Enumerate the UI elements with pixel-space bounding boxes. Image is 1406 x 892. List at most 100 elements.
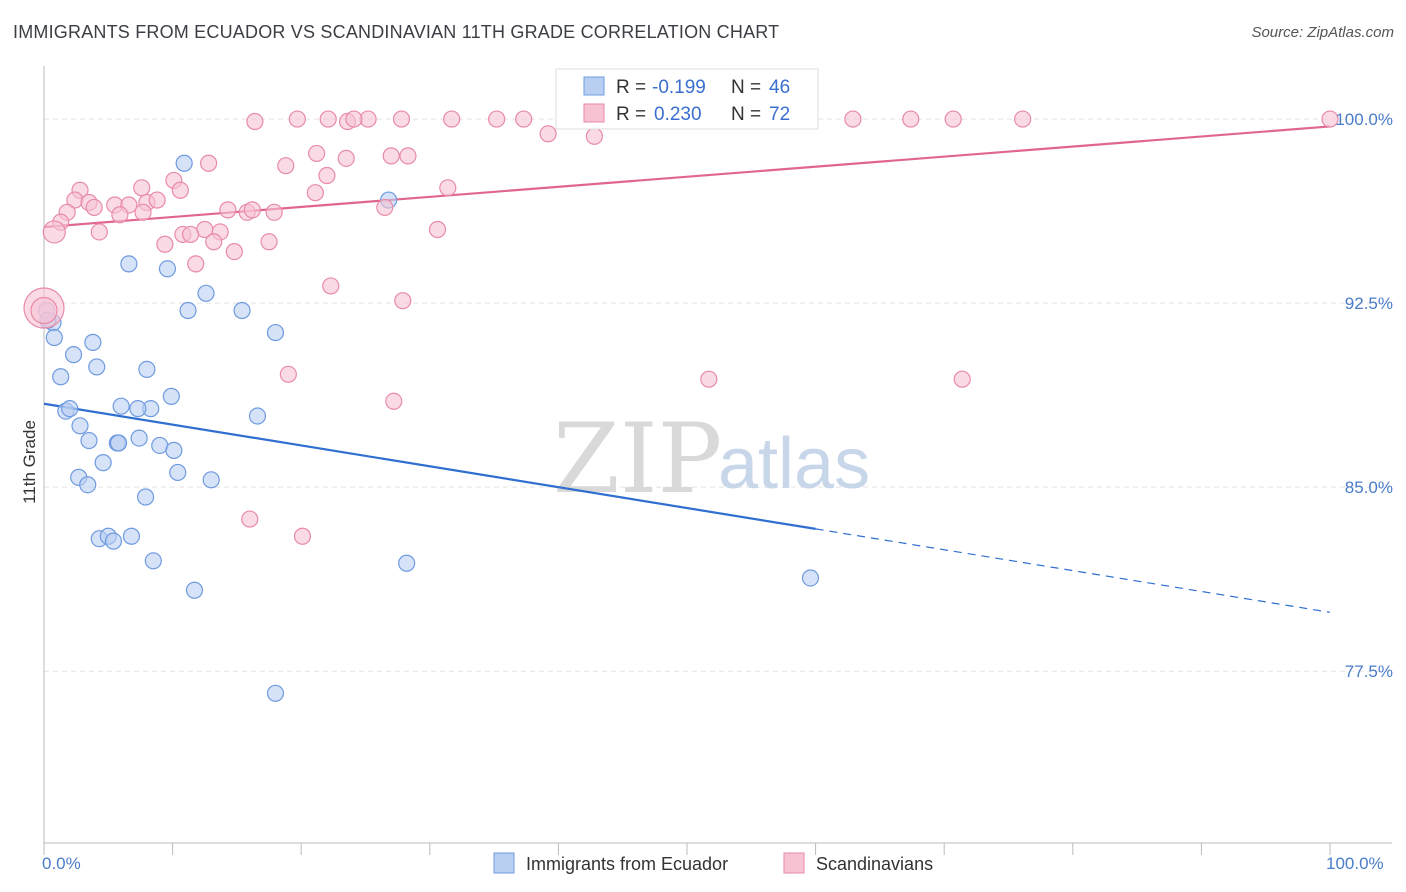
point-scandinavians-56	[205, 233, 223, 251]
point-ecuador-39	[233, 301, 251, 320]
point-ecuador-29	[801, 569, 820, 587]
point-ecuador-38	[179, 301, 197, 320]
series-legend-ecuador: Immigrants from Ecuador	[526, 854, 728, 874]
trend-line-scandinavians	[43, 125, 1331, 229]
point-scandinavians-63	[428, 220, 447, 239]
legend-n-value-1: 46	[769, 77, 790, 98]
point-ecuador-8	[61, 400, 79, 418]
point-scandinavians-69	[293, 527, 312, 545]
point-scandinavians-23	[308, 144, 326, 163]
x-tick-right: 100.0%	[1326, 854, 1384, 873]
point-ecuador-41	[120, 255, 138, 273]
point-ecuador-19	[169, 463, 187, 482]
point-scandinavians-67	[953, 370, 971, 388]
chart-source: Source: ZipAtlas.com	[1251, 24, 1394, 41]
point-ecuador-24	[104, 532, 123, 550]
data-points	[23, 110, 1339, 702]
series-legend: Immigrants from Ecuador Scandinavians	[493, 852, 933, 874]
x-tick-left: 0.0%	[42, 854, 81, 873]
point-ecuador-3	[52, 368, 70, 386]
point-scandinavians-9	[345, 110, 363, 128]
point-ecuador-31	[112, 397, 130, 415]
point-scandinavians-16	[944, 110, 962, 128]
y-tick-label-2: 85.0%	[1345, 478, 1393, 497]
watermark-atlas: atlas	[718, 424, 870, 504]
point-scandinavians-44	[219, 201, 237, 219]
trend-line-ecuador-extension	[815, 528, 1331, 613]
point-scandinavians-46	[243, 201, 261, 219]
point-scandinavians-19	[539, 125, 557, 143]
y-tick-label-3: 77.5%	[1345, 662, 1393, 681]
y-tick-label-1: 92.5%	[1345, 294, 1393, 313]
point-ecuador-10	[80, 431, 98, 450]
point-ecuador-43	[175, 154, 193, 172]
point-scandinavians-59	[225, 242, 243, 261]
point-scandinavians-60	[187, 255, 205, 273]
legend-swatch-blue	[583, 76, 605, 96]
point-scandinavians-64	[279, 365, 297, 383]
legend-n-label-2: N =	[731, 104, 761, 125]
point-ecuador-18	[79, 476, 97, 494]
legend-r-value-2: 0.230	[654, 104, 702, 125]
point-scandinavians-58	[156, 235, 174, 253]
point-scandinavians-57	[260, 233, 278, 251]
point-ecuador-5	[84, 333, 102, 351]
point-scandinavians-22	[399, 147, 417, 165]
point-scandinavians-24	[337, 149, 355, 167]
point-scandinavians-42	[111, 206, 129, 224]
legend-r-value-1: -0.199	[652, 77, 706, 98]
point-ecuador-15	[165, 441, 183, 459]
chart-title: IMMIGRANTS FROM ECUADOR VS SCANDINAVIAN …	[13, 22, 780, 42]
point-ecuador-25	[122, 527, 141, 545]
y-axis-label: 11th Grade	[20, 420, 39, 504]
point-scandinavians-2	[319, 110, 337, 128]
legend-n-value-2: 72	[769, 104, 790, 125]
point-scandinavians-47	[265, 203, 283, 221]
point-ecuador-13	[130, 429, 148, 447]
point-ecuador-4	[64, 346, 83, 364]
point-scandinavians-21	[382, 147, 400, 165]
point-scandinavians-62	[394, 292, 412, 310]
series-legend-scandinavians: Scandinavians	[816, 854, 933, 874]
point-scandinavians-29	[133, 179, 151, 197]
point-ecuador-40	[197, 284, 215, 302]
series-legend-swatch-ecuador	[493, 852, 515, 874]
point-scandinavians-31	[306, 184, 324, 202]
series-legend-swatch-scandinavians	[783, 852, 805, 874]
gridlines	[44, 118, 1392, 672]
point-ecuador-12	[109, 434, 128, 452]
point-ecuador-9	[71, 417, 89, 435]
point-scandinavians-0	[246, 112, 264, 131]
trend-lines	[43, 125, 1331, 613]
point-scandinavians-65	[385, 392, 403, 410]
y-tick-label-0: 100.0%	[1335, 110, 1393, 129]
point-ecuador-36	[138, 360, 156, 378]
point-scandinavians-61	[322, 277, 340, 295]
point-scandinavians-4	[392, 110, 411, 128]
point-scandinavians-50	[42, 220, 66, 244]
legend-swatch-pink	[583, 103, 605, 123]
point-scandinavians-6	[488, 110, 506, 128]
point-ecuador-37	[266, 323, 285, 342]
point-ecuador-2	[45, 328, 63, 347]
point-ecuador-16	[94, 454, 112, 472]
watermark-zip: ZIP	[553, 403, 722, 515]
point-scandinavians-1	[288, 110, 306, 128]
point-scandinavians-18	[1321, 110, 1339, 128]
legend-r-label-2: R =	[616, 104, 646, 125]
point-ecuador-30	[266, 684, 285, 702]
legend-r-label-1: R =	[616, 77, 646, 98]
point-scandinavians-40	[148, 191, 166, 209]
point-scandinavians-27	[318, 166, 336, 185]
point-scandinavians-43	[134, 203, 152, 221]
point-scandinavians-5	[443, 110, 461, 128]
point-ecuador-26	[144, 552, 162, 570]
legend-n-label-1: N =	[731, 77, 761, 98]
point-scandinavians-66	[700, 370, 718, 388]
point-scandinavians-17	[1014, 110, 1032, 128]
stats-legend: R = -0.199 N = 46 R = 0.230 N = 72	[555, 68, 819, 130]
point-scandinavians-68	[241, 510, 259, 528]
point-ecuador-21	[136, 488, 155, 506]
point-ecuador-33	[129, 400, 147, 418]
